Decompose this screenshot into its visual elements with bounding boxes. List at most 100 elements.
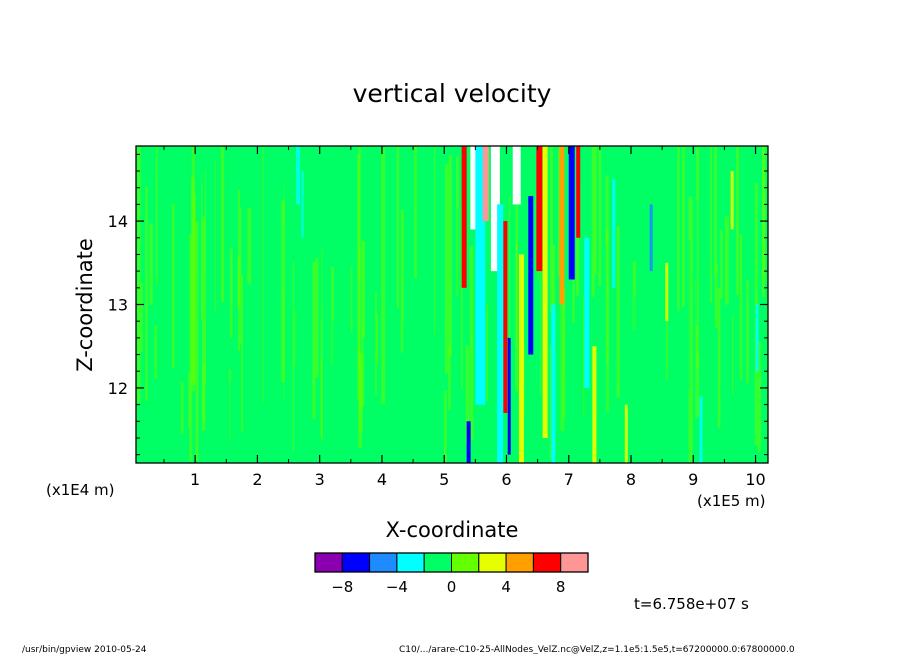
heatmap-streak bbox=[358, 146, 362, 278]
heatmap-streak bbox=[466, 421, 471, 463]
heatmap-streak bbox=[714, 146, 718, 275]
heatmap-streak bbox=[687, 240, 691, 391]
x-tick-label: 9 bbox=[688, 470, 698, 489]
heatmap-streak bbox=[319, 248, 322, 360]
heatmap-streak bbox=[592, 346, 597, 463]
heatmap-streak bbox=[633, 295, 637, 442]
x-tick-label: 10 bbox=[745, 470, 765, 489]
heatmap-streak bbox=[724, 215, 729, 305]
heatmap-streak bbox=[642, 240, 646, 312]
x-scale-label: (x1E5 m) bbox=[697, 492, 766, 510]
y-axis: 12 13 14 bbox=[108, 153, 768, 456]
x-tick-label: 2 bbox=[252, 470, 262, 489]
heatmap-streak bbox=[563, 287, 566, 419]
heatmap-streak bbox=[757, 341, 762, 453]
heatmap-streak bbox=[582, 295, 585, 417]
heatmap-streak bbox=[350, 266, 353, 333]
heatmap-streak bbox=[457, 208, 461, 461]
heatmap-streak bbox=[220, 146, 225, 303]
heatmap-streak bbox=[612, 179, 616, 288]
heatmap-streak bbox=[385, 288, 388, 430]
heatmap-streak bbox=[247, 208, 252, 285]
heatmap-streak bbox=[292, 262, 295, 451]
heatmap-streak bbox=[461, 146, 467, 288]
heatmap-streak bbox=[542, 146, 548, 438]
colorbar-swatch bbox=[341, 552, 371, 573]
heatmap-streak bbox=[400, 209, 404, 353]
footer-right: C10/.../arare-C10-25-AllNodes_VelZ.nc@Ve… bbox=[399, 645, 795, 654]
heatmap-streak bbox=[568, 146, 575, 280]
heatmap-streak bbox=[730, 171, 734, 230]
heatmap-streak bbox=[283, 224, 287, 405]
heatmap-streak bbox=[555, 221, 558, 445]
heatmap-streak bbox=[230, 247, 233, 339]
heatmap-streak bbox=[241, 275, 243, 432]
heatmap-streak bbox=[331, 320, 335, 452]
heatmap-streak bbox=[551, 304, 556, 463]
colorbar: −8 −4 0 4 8 bbox=[314, 552, 589, 596]
heatmap-streak bbox=[528, 196, 534, 355]
heatmap-streak bbox=[699, 396, 703, 463]
heatmap-streak bbox=[191, 146, 195, 381]
y-tick-label: 14 bbox=[108, 212, 128, 231]
y-tick-label: 13 bbox=[108, 296, 128, 315]
heatmap-field bbox=[136, 146, 768, 463]
heatmap-streak bbox=[559, 146, 565, 305]
heatmap-streak bbox=[448, 155, 452, 356]
heatmap-streak bbox=[154, 325, 157, 379]
heatmap-streak bbox=[315, 257, 319, 378]
heatmap-streak bbox=[171, 203, 175, 369]
heatmap-streak bbox=[421, 193, 426, 399]
heatmap-streak bbox=[647, 218, 652, 289]
heatmap-streak bbox=[174, 146, 177, 377]
heatmap-streak bbox=[584, 237, 590, 388]
colorbar-swatch bbox=[423, 552, 453, 573]
heatmap-streak bbox=[251, 241, 255, 408]
heatmap-streak bbox=[515, 241, 518, 348]
heatmap-streak bbox=[487, 210, 490, 440]
heatmap-streak bbox=[448, 345, 451, 410]
y-axis-label: Z-coordinate bbox=[73, 238, 97, 372]
heatmap-streak bbox=[180, 381, 184, 434]
heatmap-streak bbox=[294, 270, 298, 415]
colorbar-swatch bbox=[505, 552, 534, 573]
heatmap-streak bbox=[482, 146, 489, 222]
colorbar-tick-label: −8 bbox=[331, 578, 353, 596]
heatmap-streak bbox=[396, 146, 400, 308]
heatmap-streak bbox=[594, 146, 597, 275]
heatmap-streak bbox=[307, 225, 310, 379]
heatmap-streak bbox=[605, 229, 609, 363]
heatmap-streak bbox=[233, 146, 237, 331]
heatmap-streak bbox=[452, 269, 457, 436]
heatmap-streak bbox=[672, 300, 676, 355]
colorbar-tick-label: 8 bbox=[556, 578, 566, 596]
heatmap-streak bbox=[591, 146, 595, 297]
heatmap-streak bbox=[381, 147, 386, 404]
heatmap-streak bbox=[748, 146, 752, 300]
heatmap-streak bbox=[189, 234, 193, 461]
heatmap-streak bbox=[475, 146, 486, 405]
heatmap-streak bbox=[576, 146, 581, 238]
heatmap-streak bbox=[691, 200, 693, 451]
heatmap-streak bbox=[351, 398, 355, 459]
heatmap-streak bbox=[490, 146, 500, 272]
heatmap-streak bbox=[705, 238, 709, 365]
x-tick-label: 4 bbox=[377, 470, 387, 489]
heatmap-streak bbox=[677, 146, 680, 312]
heatmap-streak bbox=[732, 314, 734, 396]
heatmap-streak bbox=[198, 146, 201, 288]
heatmap-streak bbox=[549, 345, 552, 460]
colorbar-swatch bbox=[560, 552, 589, 573]
heatmap-streak bbox=[331, 266, 334, 364]
heatmap-streak bbox=[755, 304, 759, 372]
colorbar-swatch bbox=[478, 552, 507, 573]
heatmap-streak bbox=[416, 257, 420, 428]
heatmap-streak bbox=[465, 345, 470, 444]
heatmap-streak bbox=[539, 153, 542, 395]
heatmap-streak bbox=[598, 146, 602, 287]
colorbar-tick-label: 4 bbox=[501, 578, 511, 596]
heatmap-streak bbox=[353, 224, 358, 399]
heatmap-streak bbox=[509, 195, 511, 344]
heatmap-streak bbox=[651, 194, 655, 407]
